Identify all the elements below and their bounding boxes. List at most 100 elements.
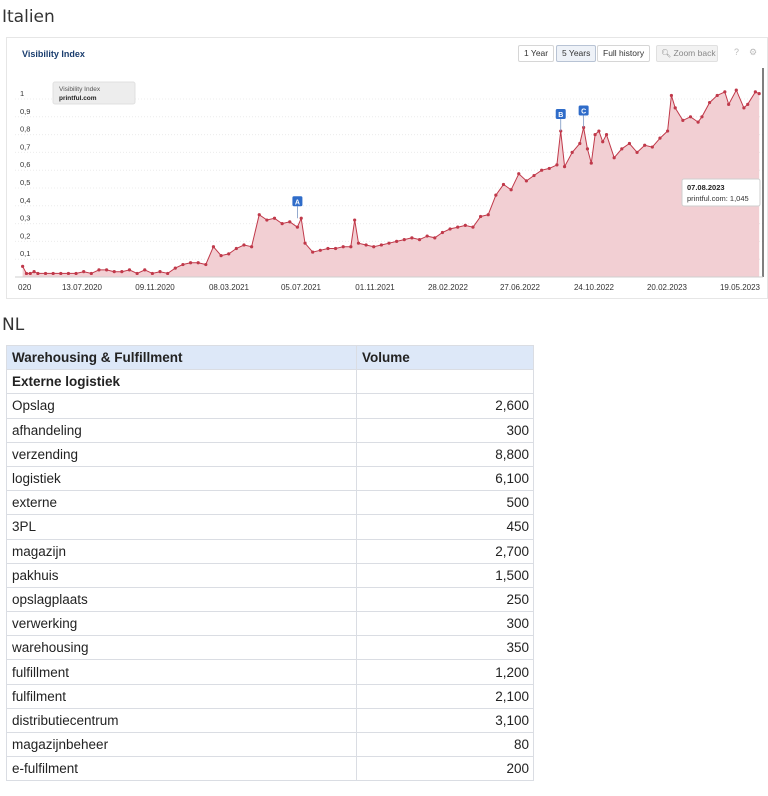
data-point — [715, 93, 719, 98]
data-point — [627, 141, 632, 146]
y-tick-label: 0,4 — [20, 196, 30, 205]
x-tick-label: 20.02.2023 — [647, 283, 688, 292]
data-point — [43, 271, 48, 276]
tooltip-box — [681, 178, 761, 207]
table-row: verzending 8,800 — [6, 441, 534, 467]
keyword-cell: magazijnbeheer — [6, 731, 357, 758]
data-point — [547, 166, 551, 171]
data-point — [440, 230, 445, 235]
data-point — [318, 248, 322, 252]
volume-cell: 80 — [356, 731, 534, 758]
data-point — [402, 238, 406, 242]
keyword-volume-table: Warehousing & Fulfillment Volume Externe… — [6, 344, 534, 782]
y-tick-label: 1 — [20, 89, 24, 98]
data-point — [89, 271, 93, 276]
volume-cell: 8,800 — [356, 441, 534, 467]
help-icon[interactable]: ? — [734, 47, 740, 57]
data-point — [524, 179, 528, 183]
data-point — [59, 271, 63, 276]
event-marker — [555, 109, 566, 120]
event-marker — [578, 105, 589, 116]
visibility-index-widget: 0,1 0,2 0,3 0,4 0,5 0,6 0,7 0,8 0,9 1 020 13.07.202… — [6, 37, 768, 299]
header-keyword: Warehousing & Fulfillment — [6, 344, 357, 371]
data-point — [585, 147, 590, 151]
volume-cell: 3,100 — [356, 707, 534, 734]
legend-series: printful.com — [59, 95, 97, 102]
data-point — [387, 241, 391, 245]
data-point — [135, 271, 139, 276]
data-point — [650, 145, 654, 149]
keyword-cell: magazijn — [6, 538, 357, 564]
y-tick-label: 0,2 — [20, 231, 30, 240]
table-row: opslagplaats 250 — [6, 586, 534, 613]
keyword-cell: logistiek — [6, 465, 357, 492]
data-point — [356, 241, 361, 245]
data-point — [562, 165, 567, 169]
header-volume: Volume — [356, 344, 534, 371]
data-point — [757, 92, 761, 96]
table-row: Opslag 2,600 — [6, 393, 534, 419]
data-point — [166, 271, 170, 276]
table-row: 3PL 450 — [6, 514, 534, 540]
data-point — [349, 245, 353, 249]
data-point — [753, 90, 757, 94]
data-point — [311, 250, 315, 254]
chart-heading: Italien — [2, 7, 55, 27]
data-point — [478, 214, 483, 219]
y-tick-label: 0,5 — [20, 178, 30, 187]
data-point — [707, 100, 712, 105]
volume-cell: 6,100 — [356, 465, 534, 492]
table-row: logistiek 6,100 — [6, 465, 534, 492]
x-tick-label: 020 — [18, 283, 32, 292]
volume-cell: 500 — [356, 490, 534, 516]
data-point — [727, 102, 731, 106]
table-row: warehousing 350 — [6, 635, 534, 661]
data-point — [456, 225, 460, 229]
event-label: B — [558, 112, 563, 119]
y-tick-label: 0,6 — [20, 160, 30, 169]
volume-cell: 1,200 — [356, 659, 534, 685]
data-point — [578, 141, 582, 146]
table-row: magazijn 2,700 — [6, 538, 534, 564]
volume-cell: 300 — [356, 611, 534, 637]
keyword-cell: pakhuis — [6, 562, 357, 588]
data-point — [742, 106, 746, 110]
keyword-cell: e-fulfilment — [6, 756, 357, 782]
data-point — [219, 254, 223, 258]
data-point — [669, 93, 674, 98]
data-point — [127, 268, 132, 272]
x-tick-label: 24.10.2022 — [574, 283, 615, 292]
data-point — [463, 223, 467, 227]
table-row: externe 500 — [6, 490, 534, 516]
data-point — [104, 268, 109, 272]
y-tick-label: 0,8 — [20, 125, 30, 134]
data-point — [32, 270, 36, 274]
table-heading: NL — [2, 315, 25, 335]
range-5-years-button[interactable]: 5 Years — [556, 45, 597, 62]
volume-cell: 200 — [356, 756, 534, 782]
table-row: e-fulfilment 200 — [6, 756, 534, 782]
data-point — [234, 246, 238, 251]
range-full-history-button[interactable]: Full history — [597, 45, 651, 62]
table-row: pakhuis 1,500 — [6, 562, 534, 588]
data-point — [425, 234, 429, 238]
range-1-year-button[interactable]: 1 Year — [518, 45, 555, 62]
data-point — [158, 270, 162, 274]
gear-icon[interactable]: ⚙ — [749, 47, 758, 57]
data-point — [372, 245, 376, 249]
data-point — [36, 271, 40, 276]
data-point — [612, 156, 616, 160]
data-point — [635, 150, 639, 154]
data-point — [181, 262, 185, 267]
data-point — [448, 227, 452, 231]
zoom-back-button[interactable]: 🔍︎ Zoom back — [656, 45, 718, 62]
data-point — [333, 246, 338, 251]
data-point — [643, 143, 647, 147]
data-point — [66, 271, 71, 276]
data-point — [51, 271, 55, 276]
data-point — [265, 218, 269, 222]
data-point — [723, 90, 727, 94]
event-label: A — [295, 199, 300, 206]
data-point — [509, 188, 513, 192]
data-point — [299, 216, 303, 220]
